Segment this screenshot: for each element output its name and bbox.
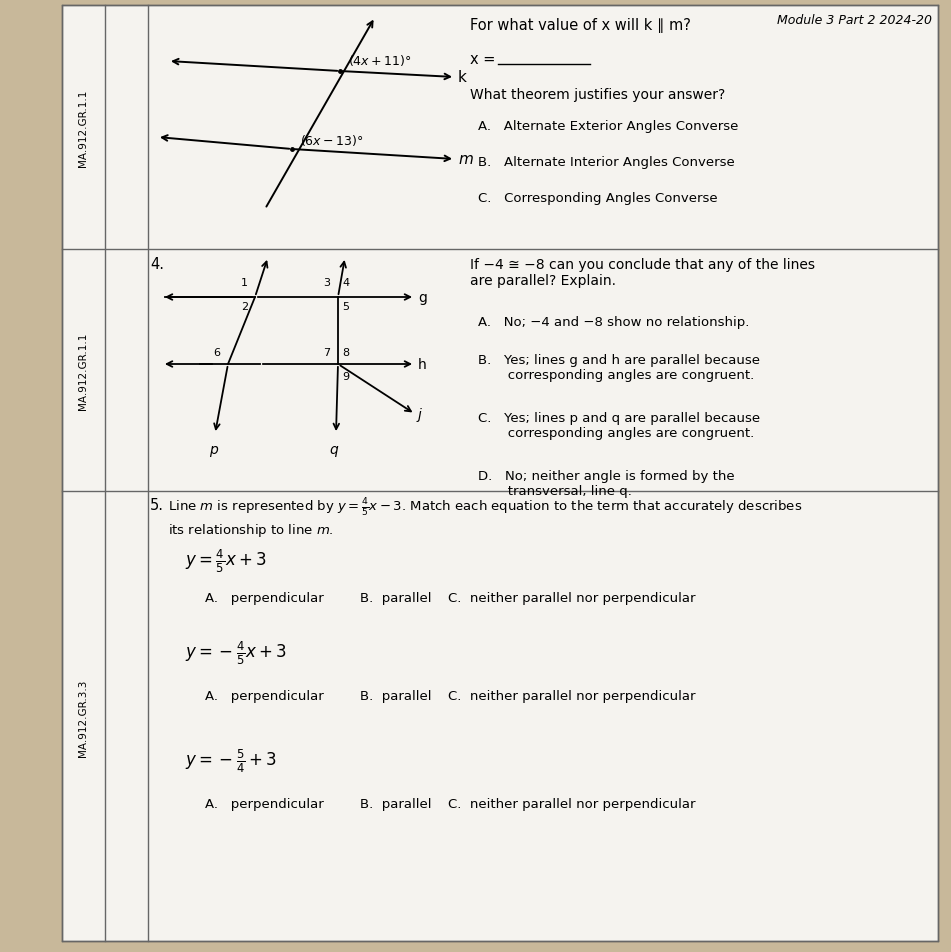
Text: For what value of x will k ∥ m?: For what value of x will k ∥ m? [470, 18, 690, 33]
Text: B.  parallel: B. parallel [360, 689, 432, 703]
Text: 6: 6 [213, 347, 220, 358]
Text: m: m [458, 152, 473, 168]
Text: C.   Yes; lines p and q are parallel because
       corresponding angles are con: C. Yes; lines p and q are parallel becau… [478, 411, 760, 440]
Text: 5: 5 [342, 302, 349, 311]
Text: A.   perpendicular: A. perpendicular [205, 689, 323, 703]
Text: $(4x + 11)°$: $(4x + 11)°$ [348, 53, 412, 68]
Text: 9: 9 [342, 371, 349, 382]
Text: x =: x = [470, 52, 495, 67]
Text: C.  neither parallel nor perpendicular: C. neither parallel nor perpendicular [448, 591, 695, 605]
Text: MA.912.GR.1.1: MA.912.GR.1.1 [78, 332, 88, 409]
Text: 5.: 5. [150, 498, 164, 512]
Text: p: p [208, 443, 218, 457]
Text: $y = \frac{4}{5}x + 3$: $y = \frac{4}{5}x + 3$ [185, 547, 266, 575]
Text: Module 3 Part 2 2024-20: Module 3 Part 2 2024-20 [777, 14, 932, 27]
Text: C.  neither parallel nor perpendicular: C. neither parallel nor perpendicular [448, 797, 695, 810]
Text: B.  parallel: B. parallel [360, 797, 432, 810]
Text: 7: 7 [323, 347, 330, 358]
Text: k: k [458, 70, 467, 86]
Text: C.  neither parallel nor perpendicular: C. neither parallel nor perpendicular [448, 689, 695, 703]
Text: 2: 2 [241, 302, 248, 311]
Text: A.   perpendicular: A. perpendicular [205, 591, 323, 605]
Text: A.   Alternate Exterior Angles Converse: A. Alternate Exterior Angles Converse [478, 120, 738, 133]
Text: 4.: 4. [150, 257, 164, 271]
Text: What theorem justifies your answer?: What theorem justifies your answer? [470, 88, 726, 102]
Text: D.   No; neither angle is formed by the
       transversal, line q.: D. No; neither angle is formed by the tr… [478, 469, 734, 498]
Text: g: g [418, 290, 427, 305]
Text: 8: 8 [342, 347, 349, 358]
Text: q: q [330, 443, 339, 457]
Text: If −4 ≅ −8 can you conclude that any of the lines
are parallel? Explain.: If −4 ≅ −8 can you conclude that any of … [470, 258, 815, 288]
Text: MA.912.GR.1.1: MA.912.GR.1.1 [78, 89, 88, 167]
Text: A.   perpendicular: A. perpendicular [205, 797, 323, 810]
Text: C.   Corresponding Angles Converse: C. Corresponding Angles Converse [478, 191, 718, 205]
Text: h: h [418, 358, 427, 371]
Text: 1: 1 [241, 278, 248, 288]
Text: Line $m$ is represented by $y=\frac{4}{5}x-3$. Match each equation to the term t: Line $m$ is represented by $y=\frac{4}{5… [168, 497, 803, 538]
Text: B.   Yes; lines g and h are parallel because
       corresponding angles are con: B. Yes; lines g and h are parallel becau… [478, 353, 760, 382]
Text: $y = -\frac{5}{4} + 3$: $y = -\frac{5}{4} + 3$ [185, 747, 278, 775]
Text: j: j [418, 407, 422, 422]
Text: $y = -\frac{4}{5}x + 3$: $y = -\frac{4}{5}x + 3$ [185, 640, 287, 666]
FancyBboxPatch shape [62, 6, 938, 941]
Text: MA.912.GR.3.3: MA.912.GR.3.3 [78, 679, 88, 756]
Text: 4: 4 [342, 278, 349, 288]
Text: B.   Alternate Interior Angles Converse: B. Alternate Interior Angles Converse [478, 156, 735, 169]
Text: $(6x - 13)°$: $(6x - 13)°$ [300, 133, 363, 148]
Text: B.  parallel: B. parallel [360, 591, 432, 605]
Text: 3: 3 [323, 278, 330, 288]
Text: A.   No; −4 and −8 show no relationship.: A. No; −4 and −8 show no relationship. [478, 316, 749, 328]
